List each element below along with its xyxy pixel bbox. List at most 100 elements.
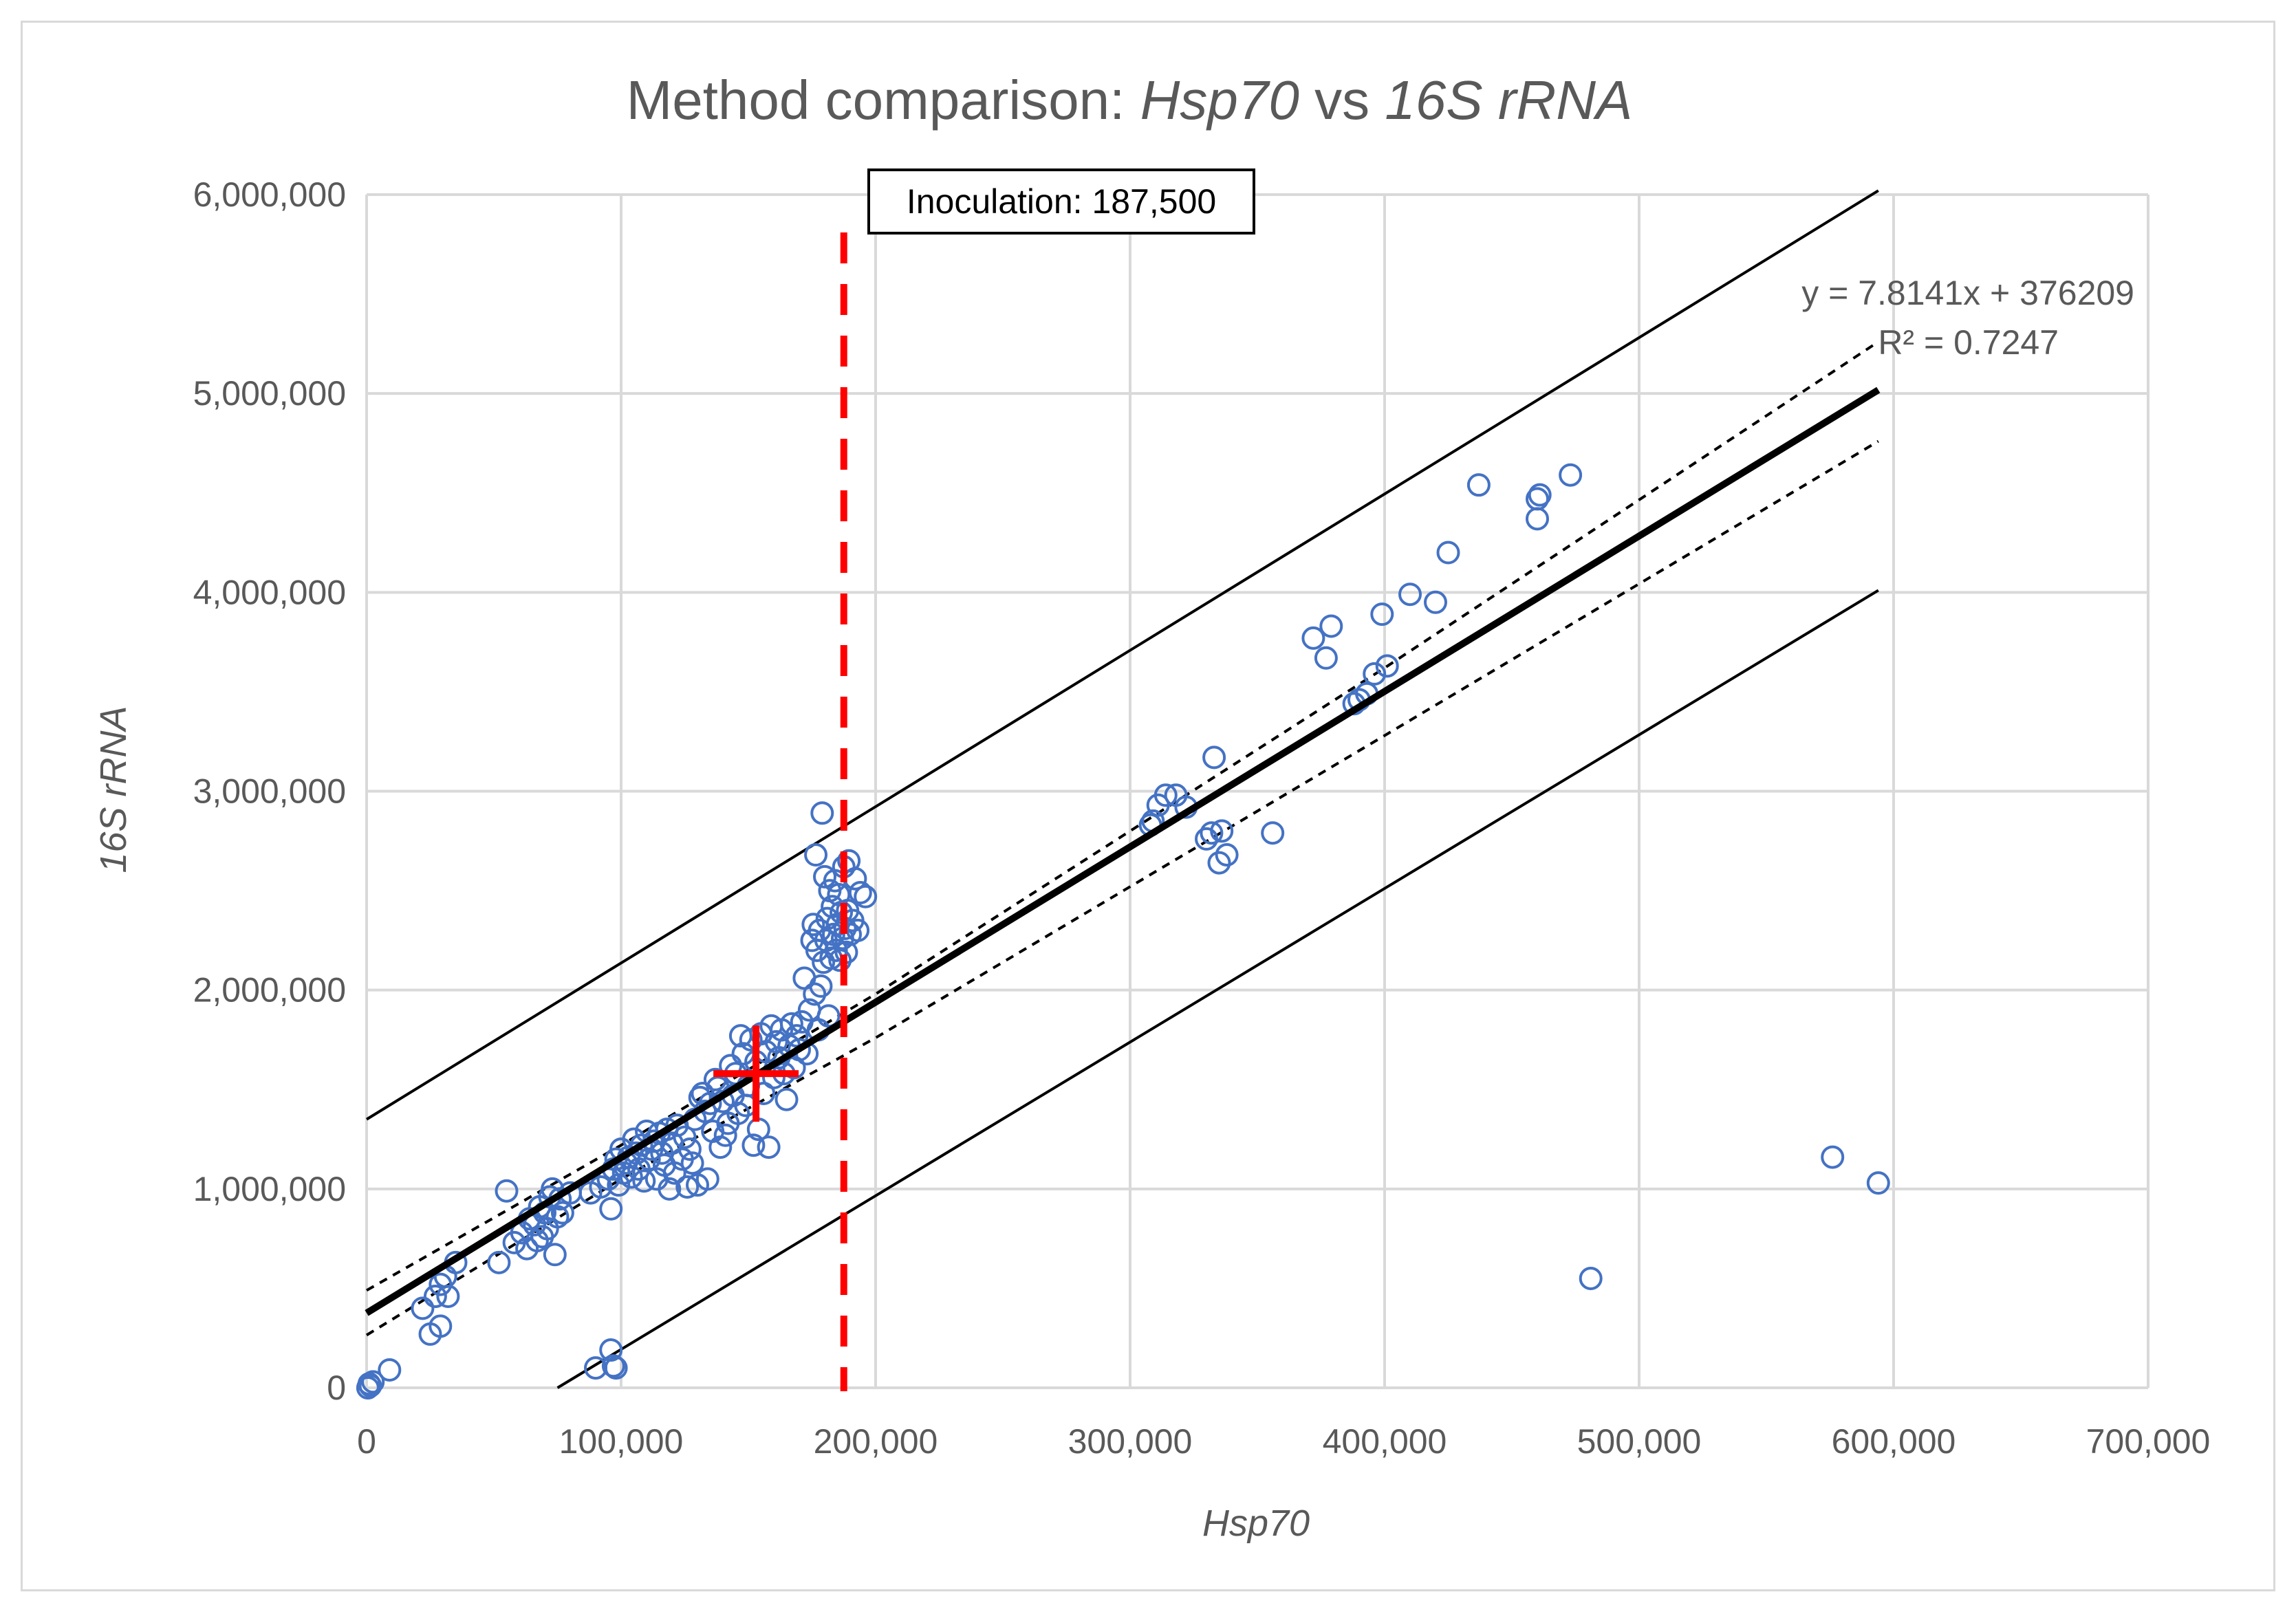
data-point-174 bbox=[1375, 654, 1399, 678]
data-point-37 bbox=[589, 1175, 613, 1199]
data-point-176 bbox=[1424, 590, 1447, 614]
confidence-band-upper bbox=[366, 340, 1879, 1292]
gridlines bbox=[365, 193, 2149, 1389]
data-point-180 bbox=[1526, 487, 1549, 511]
data-point-165 bbox=[1261, 821, 1285, 845]
data-point-182 bbox=[1559, 463, 1583, 487]
y-axis-title: 16S rRNA bbox=[93, 706, 134, 873]
data-point-27 bbox=[543, 1243, 567, 1267]
data-point-39 bbox=[599, 1197, 623, 1221]
data-point-94 bbox=[741, 1133, 766, 1157]
data-point-130 bbox=[816, 1004, 841, 1028]
data-point-69 bbox=[678, 1137, 702, 1161]
bands bbox=[365, 189, 1879, 1389]
data-point-13 bbox=[487, 1250, 511, 1274]
data-point-14 bbox=[495, 1179, 519, 1203]
x-tick-label-4: 400,000 bbox=[1323, 1422, 1447, 1461]
data-point-162 bbox=[1207, 851, 1231, 875]
regression-line bbox=[365, 386, 1881, 1316]
data-point-164 bbox=[1215, 843, 1239, 867]
data-point-67 bbox=[673, 1125, 697, 1149]
scatter-chart: 0 100,000 200,000 300,000 400,000 500,000 600,… bbox=[93, 69, 2211, 1544]
data-point-100 bbox=[757, 1135, 781, 1159]
data-point-3 bbox=[361, 1370, 385, 1394]
data-point-7 bbox=[423, 1284, 447, 1308]
data-point-161 bbox=[1202, 745, 1226, 770]
overlays bbox=[365, 232, 1881, 1391]
data-point-181 bbox=[1528, 483, 1552, 507]
data-point-4 bbox=[378, 1358, 402, 1382]
data-point-28 bbox=[545, 1205, 570, 1229]
data-point-125 bbox=[810, 801, 834, 825]
data-point-139 bbox=[828, 948, 852, 972]
data-point-47 bbox=[619, 1165, 643, 1189]
data-point-30 bbox=[550, 1201, 574, 1225]
data-point-156 bbox=[1154, 783, 1178, 807]
data-point-175 bbox=[1398, 582, 1422, 607]
data-point-172 bbox=[1363, 662, 1387, 686]
data-point-2 bbox=[358, 1374, 382, 1398]
prediction-band-lower bbox=[556, 589, 1879, 1389]
data-point-88 bbox=[726, 1101, 750, 1125]
data-point-11 bbox=[436, 1284, 460, 1308]
data-point-76 bbox=[695, 1167, 719, 1191]
data-point-111 bbox=[785, 1024, 809, 1048]
data-point-173 bbox=[1370, 602, 1394, 627]
chart-title-part-3: 16S rRNA bbox=[1385, 69, 1632, 131]
chart-frame: 0 100,000 200,000 300,000 400,000 500,000 600,… bbox=[21, 21, 2275, 1591]
data-point-177 bbox=[1436, 541, 1460, 565]
data-point-51 bbox=[629, 1133, 653, 1157]
data-point-136 bbox=[824, 938, 848, 962]
data-point-168 bbox=[1319, 614, 1343, 638]
data-point-34 bbox=[601, 1354, 625, 1378]
data-point-119 bbox=[803, 982, 827, 1006]
data-point-167 bbox=[1314, 646, 1338, 670]
x-tick-label-6: 600,000 bbox=[1832, 1422, 1956, 1461]
y-tick-label-3: 3,000,000 bbox=[193, 772, 346, 811]
inoculation-callout: Inoculation: 187,500 bbox=[867, 168, 1255, 235]
data-point-83 bbox=[713, 1123, 737, 1147]
data-point-64 bbox=[662, 1161, 686, 1185]
data-points bbox=[356, 463, 1890, 1399]
x-tick-label-5: 500,000 bbox=[1577, 1422, 1702, 1461]
data-point-42 bbox=[607, 1173, 631, 1197]
chart-title-part-0: Method comparison: bbox=[627, 69, 1140, 131]
data-point-62 bbox=[658, 1177, 682, 1201]
data-point-127 bbox=[813, 864, 836, 889]
y-tick-label-1: 1,000,000 bbox=[193, 1170, 346, 1208]
data-point-163 bbox=[1210, 819, 1234, 843]
data-point-52 bbox=[632, 1169, 656, 1193]
data-point-5 bbox=[411, 1296, 435, 1320]
data-point-166 bbox=[1301, 626, 1325, 650]
x-tick-label-7: 700,000 bbox=[2086, 1422, 2211, 1461]
data-point-109 bbox=[779, 1012, 803, 1036]
x-tick-label-0: 0 bbox=[357, 1422, 376, 1461]
data-point-184 bbox=[1821, 1145, 1845, 1169]
data-point-70 bbox=[680, 1151, 704, 1175]
data-point-179 bbox=[1526, 507, 1549, 531]
data-point-35 bbox=[604, 1356, 628, 1380]
tick-labels: 0 100,000 200,000 300,000 400,000 500,000 600,… bbox=[193, 175, 2211, 1461]
y-tick-label-6: 6,000,000 bbox=[193, 175, 346, 214]
y-tick-label-5: 5,000,000 bbox=[193, 374, 346, 413]
data-point-118 bbox=[801, 913, 825, 937]
inoculation-label: Inoculation: 187,500 bbox=[907, 182, 1216, 221]
data-point-9 bbox=[429, 1314, 453, 1338]
y-tick-label-2: 2,000,000 bbox=[193, 971, 346, 1010]
y-tick-label-4: 4,000,000 bbox=[193, 573, 346, 611]
prediction-band-upper bbox=[365, 189, 1879, 1121]
data-point-178 bbox=[1466, 473, 1491, 497]
data-point-185 bbox=[1866, 1171, 1890, 1195]
data-point-124 bbox=[809, 974, 833, 998]
y-tick-label-0: 0 bbox=[327, 1369, 346, 1407]
data-point-183 bbox=[1579, 1266, 1603, 1290]
regression-equation: y = 7.8141x + 376209 bbox=[1801, 274, 2134, 312]
data-point-120 bbox=[804, 843, 828, 867]
confidence-band-lower bbox=[365, 439, 1879, 1337]
x-tick-label-3: 300,000 bbox=[1068, 1422, 1193, 1461]
data-point-68 bbox=[675, 1175, 700, 1199]
data-point-81 bbox=[708, 1135, 733, 1159]
x-axis-title: Hsp70 bbox=[1202, 1503, 1310, 1544]
regression-r2: R² = 0.7247 bbox=[1878, 323, 2059, 362]
data-point-107 bbox=[775, 1087, 799, 1111]
